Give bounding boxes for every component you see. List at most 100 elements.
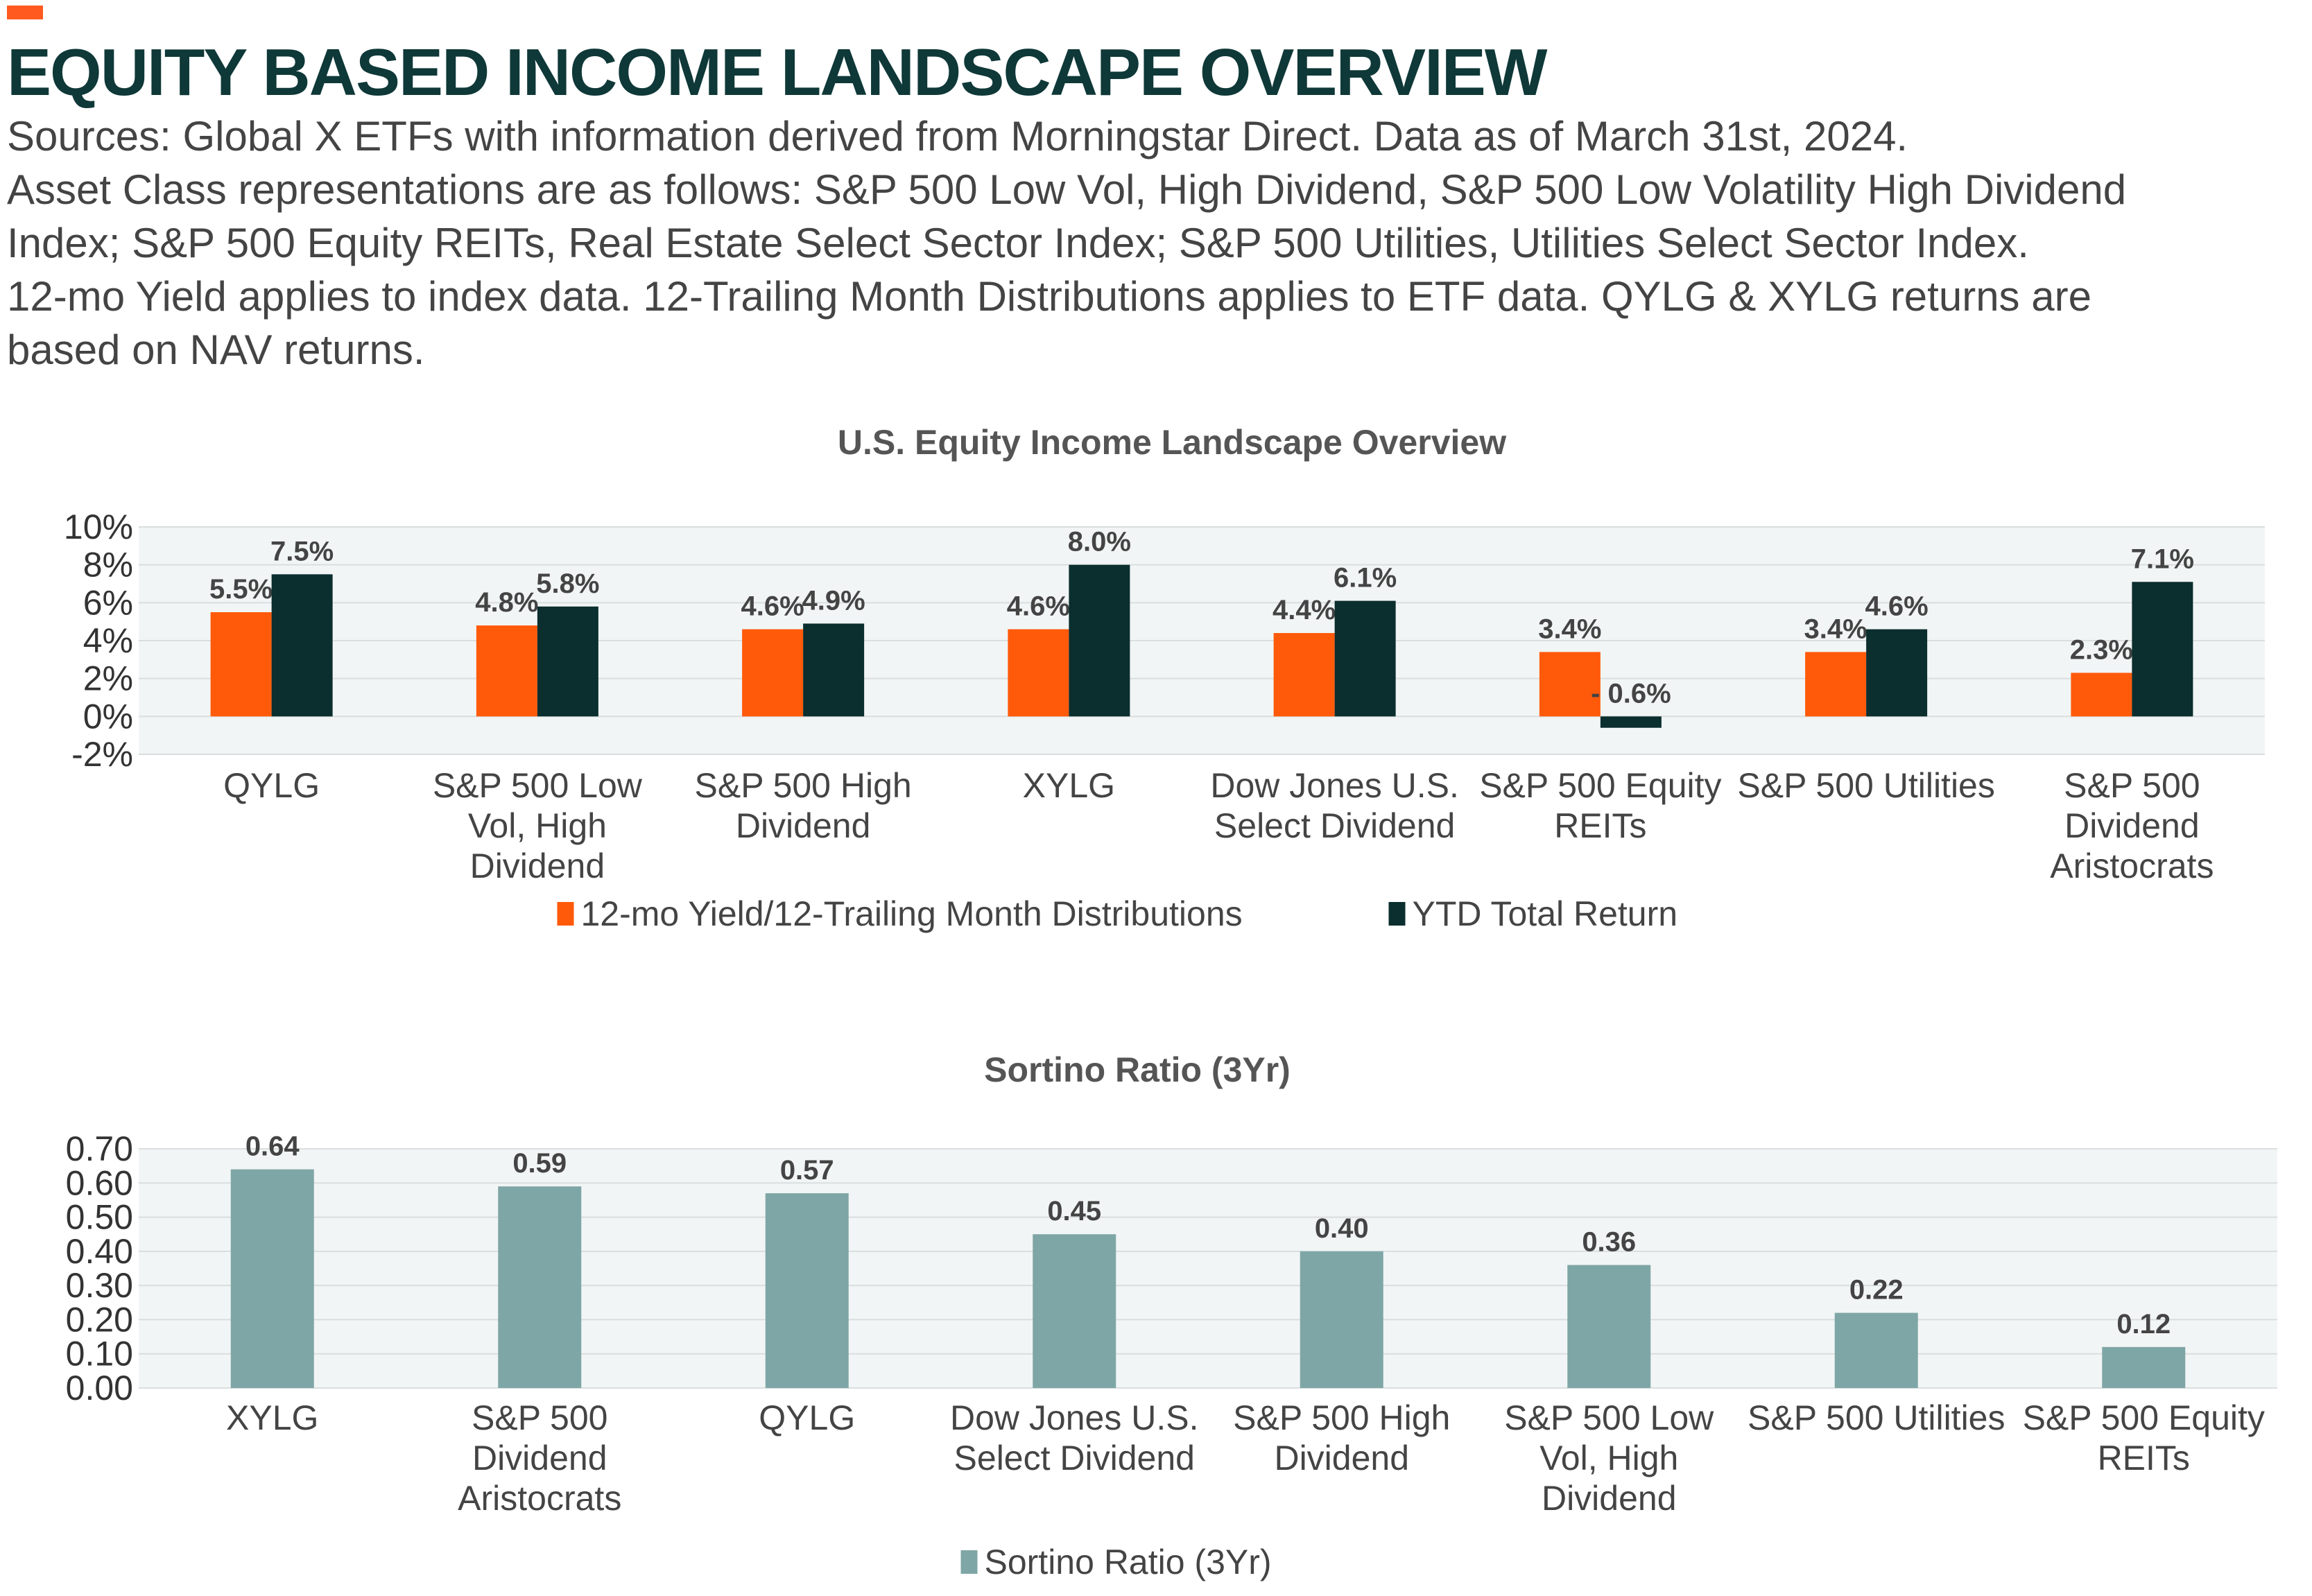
source-line: Index; S&P 500 Equity REITs, Real Estate… [7, 220, 2029, 266]
y-tick-label: 8% [83, 546, 133, 584]
bar [1033, 1234, 1116, 1388]
x-category-label: Vol, High [1539, 1439, 1678, 1477]
x-category-label: Aristocrats [2050, 847, 2214, 885]
legend-label: YTD Total Return [1413, 894, 1678, 933]
data-label: 0.12 [2116, 1309, 2171, 1339]
bar [1069, 564, 1130, 717]
y-tick-label: 0.50 [66, 1198, 133, 1237]
x-category-label: Dividend [736, 806, 871, 845]
data-label: 0.64 [245, 1131, 300, 1162]
source-line: Asset Class representations are as follo… [7, 166, 2127, 213]
x-category-label: QYLG [223, 766, 320, 805]
data-label: 4.6% [741, 591, 804, 622]
legend-label: Sortino Ratio (3Yr) [985, 1543, 1272, 1581]
y-tick-label: 0% [83, 697, 133, 736]
data-label: 0.45 [1047, 1196, 1101, 1226]
y-tick-label: 0.30 [66, 1266, 133, 1305]
x-category-label: S&P 500 Equity [2023, 1398, 2265, 1437]
source-line: Sources: Global X ETFs with information … [7, 113, 1908, 159]
x-category-label: Dividend [2064, 806, 2200, 845]
x-category-label: XYLG [226, 1398, 318, 1437]
data-label: 5.5% [209, 574, 273, 605]
data-label: - 0.6% [1591, 678, 1671, 709]
y-tick-label: 0.40 [66, 1232, 133, 1271]
data-label: 5.8% [536, 569, 599, 599]
data-label: 0.40 [1315, 1213, 1369, 1244]
chart-title: Sortino Ratio (3Yr) [984, 1050, 1291, 1089]
bar [271, 574, 333, 717]
legend-swatch [960, 1550, 978, 1574]
y-tick-label: 10% [64, 508, 133, 546]
chart-title: U.S. Equity Income Landscape Overview [838, 423, 1506, 462]
data-label: 0.59 [512, 1148, 567, 1179]
bar [1334, 600, 1396, 717]
page-title: EQUITY BASED INCOME LANDSCAPE OVERVIEW [7, 35, 1547, 110]
x-category-label: Select Dividend [954, 1439, 1195, 1477]
data-label: 7.1% [2131, 544, 2194, 574]
x-category-label: S&P 500 Equity [1479, 766, 1721, 805]
bar [476, 625, 537, 717]
accent-bar [7, 6, 43, 19]
x-category-label: S&P 500 High [1233, 1398, 1450, 1437]
sortino-ratio-chart: Sortino Ratio (3Yr)0.700.600.500.400.300… [66, 1050, 2277, 1581]
bar [1866, 629, 1928, 717]
data-label: 3.4% [1804, 614, 1867, 644]
bar [2102, 1346, 2186, 1388]
source-line: based on NAV returns. [7, 327, 425, 373]
x-category-label: S&P 500 Low [433, 766, 643, 805]
data-label: 4.6% [1007, 591, 1070, 622]
data-label: 4.9% [802, 585, 865, 616]
bar [1805, 652, 1867, 717]
legend-label: 12-mo Yield/12-Trailing Month Distributi… [581, 894, 1243, 933]
y-tick-label: 0.10 [66, 1335, 133, 1373]
data-label: 0.22 [1849, 1275, 1904, 1306]
data-label: 4.4% [1273, 595, 1336, 625]
data-label: 7.5% [270, 536, 334, 566]
x-category-label: S&P 500 Low [1504, 1398, 1714, 1437]
x-category-label: Dividend [1274, 1439, 1409, 1477]
x-category-label: S&P 500 High [695, 766, 912, 805]
y-tick-label: 0.70 [66, 1129, 133, 1168]
y-tick-label: 6% [83, 583, 133, 622]
x-category-label: REITs [2098, 1439, 2190, 1477]
bar [498, 1186, 582, 1388]
y-tick-label: 0.00 [66, 1369, 133, 1407]
bar [537, 606, 598, 717]
x-category-label: Vol, High [468, 806, 607, 845]
bar [1567, 1265, 1651, 1388]
plot-area [139, 1149, 2277, 1388]
bar [765, 1193, 849, 1388]
data-label: 6.1% [1334, 563, 1397, 593]
data-label: 0.36 [1582, 1227, 1636, 1258]
x-category-label: Dow Jones U.S. [1210, 766, 1458, 805]
y-tick-label: -2% [71, 735, 133, 774]
bar [1600, 716, 1662, 728]
y-tick-label: 0.20 [66, 1300, 133, 1339]
x-category-label: Aristocrats [458, 1479, 621, 1518]
source-line: 12-mo Yield applies to index data. 12-Tr… [7, 273, 2091, 320]
x-category-label: S&P 500 [2064, 766, 2200, 805]
x-category-label: Dow Jones U.S. [950, 1398, 1198, 1437]
data-label: 3.4% [1538, 614, 1601, 644]
bar [230, 1169, 314, 1388]
bar [210, 612, 272, 717]
data-label: 4.8% [475, 587, 538, 618]
bar [2132, 582, 2193, 717]
x-category-label: S&P 500 Utilities [1748, 1398, 2005, 1437]
bar [803, 623, 865, 717]
x-category-label: Dividend [470, 847, 605, 885]
y-tick-label: 0.60 [66, 1163, 133, 1202]
x-category-label: QYLG [759, 1398, 855, 1437]
x-category-label: Dividend [472, 1439, 607, 1477]
x-category-label: S&P 500 [472, 1398, 607, 1437]
x-category-label: REITs [1554, 806, 1646, 845]
bar [742, 629, 804, 717]
bar [1834, 1312, 1918, 1388]
bar [1300, 1251, 1383, 1388]
bar [1539, 652, 1601, 717]
x-category-label: Dividend [1542, 1479, 1677, 1518]
data-label: 2.3% [2070, 634, 2133, 665]
data-label: 4.6% [1865, 591, 1929, 622]
y-tick-label: 2% [83, 659, 133, 698]
x-category-label: Select Dividend [1214, 806, 1455, 845]
